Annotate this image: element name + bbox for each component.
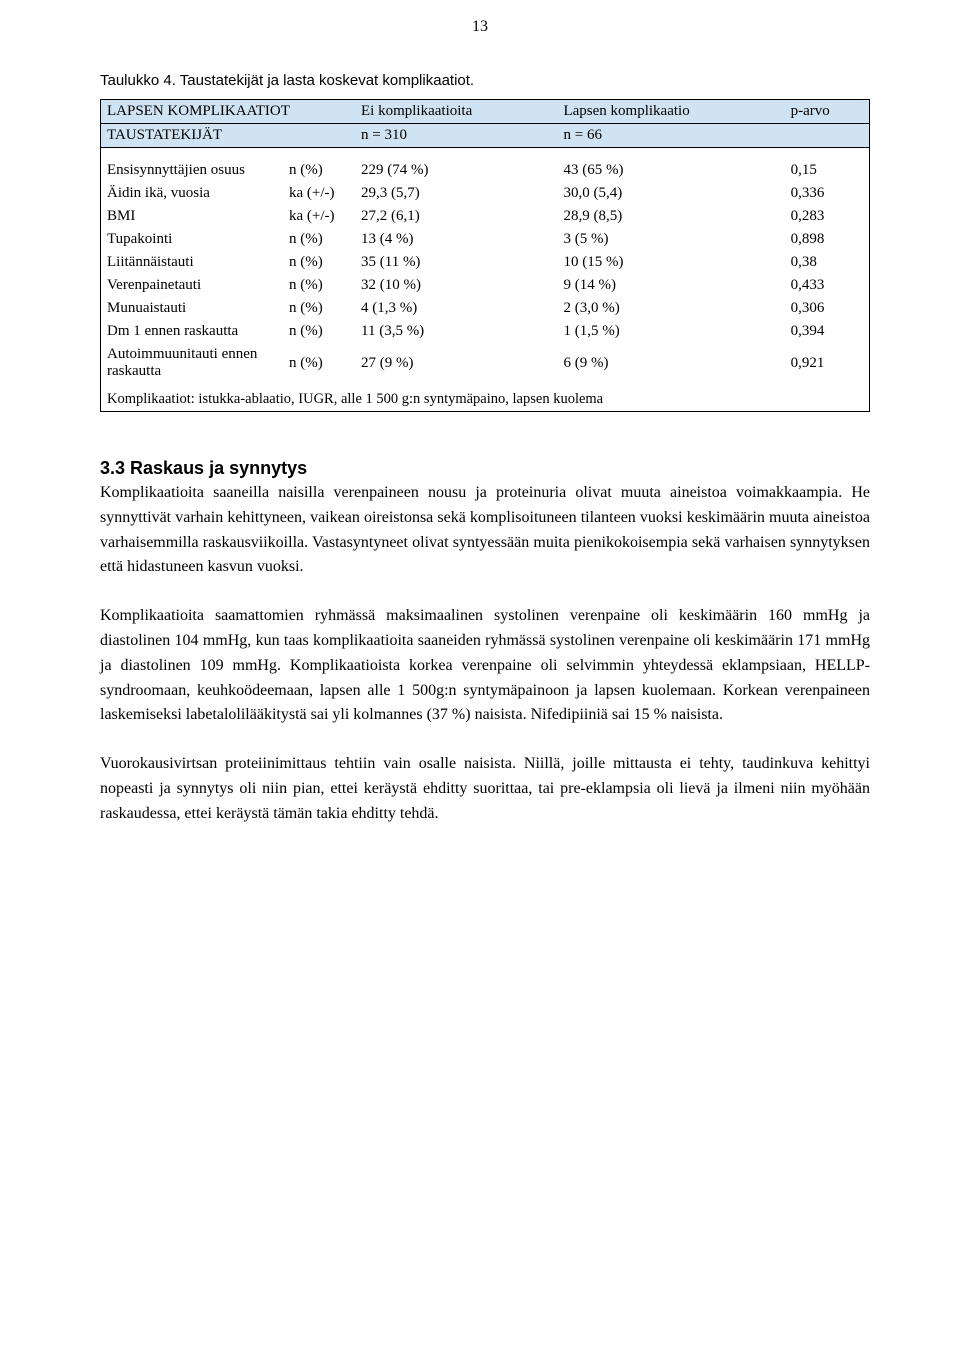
row-pvalue: 0,15 [785, 148, 870, 183]
table-header-row-1: LAPSEN KOMPLIKAATIOT Ei komplikaatioita … [101, 100, 870, 124]
row-label: Tupakointi [101, 228, 284, 251]
row-value-2: 1 (1,5 %) [557, 320, 784, 343]
row-label: Autoimmuunitauti ennen raskautta [101, 343, 284, 388]
row-unit: n (%) [283, 274, 355, 297]
row-value-2: 3 (5 %) [557, 228, 784, 251]
header-col-2: Lapsen komplikaatio [557, 100, 784, 124]
row-unit: n (%) [283, 228, 355, 251]
paragraph-1-text: Komplikaatioita saaneilla naisilla veren… [100, 484, 870, 575]
header-bottom-left: TAUSTATEKIJÄT [101, 124, 356, 148]
row-unit: n (%) [283, 251, 355, 274]
row-pvalue: 0,283 [785, 205, 870, 228]
table-footnote-row: Komplikaatiot: istukka-ablaatio, IUGR, a… [101, 388, 870, 412]
table-row: Autoimmuunitauti ennen raskauttan (%)27 … [101, 343, 870, 388]
table-footnote: Komplikaatiot: istukka-ablaatio, IUGR, a… [101, 388, 870, 412]
row-value-1: 29,3 (5,7) [355, 182, 557, 205]
row-pvalue: 0,921 [785, 343, 870, 388]
paragraph-3: Vuorokausivirtsan proteiinimittaus tehti… [100, 752, 870, 826]
row-value-2: 9 (14 %) [557, 274, 784, 297]
row-pvalue: 0,898 [785, 228, 870, 251]
table-row: Munuaistautin (%)4 (1,3 %)2 (3,0 %)0,306 [101, 297, 870, 320]
row-value-1: 229 (74 %) [355, 148, 557, 183]
row-label: Liitännäistauti [101, 251, 284, 274]
row-unit: ka (+/-) [283, 182, 355, 205]
row-pvalue: 0,336 [785, 182, 870, 205]
row-unit: n (%) [283, 148, 355, 183]
table-body: Ensisynnyttäjien osuusn (%)229 (74 %)43 … [101, 148, 870, 389]
row-value-2: 30,0 (5,4) [557, 182, 784, 205]
table-row: Liitännäistautin (%)35 (11 %)10 (15 %)0,… [101, 251, 870, 274]
row-label: Äidin ikä, vuosia [101, 182, 284, 205]
section-heading: 3.3 Raskaus ja synnytys [100, 458, 870, 479]
row-value-1: 11 (3,5 %) [355, 320, 557, 343]
header-blank [785, 124, 870, 148]
row-label: BMI [101, 205, 284, 228]
row-unit: n (%) [283, 320, 355, 343]
row-value-2: 6 (9 %) [557, 343, 784, 388]
row-value-1: 35 (11 %) [355, 251, 557, 274]
page-number: 13 [472, 18, 488, 36]
table-row: Dm 1 ennen raskauttan (%)11 (3,5 %)1 (1,… [101, 320, 870, 343]
header-col-1: Ei komplikaatioita [355, 100, 557, 124]
header-col-3: p-arvo [785, 100, 870, 124]
table-row: BMIka (+/-)27,2 (6,1)28,9 (8,5)0,283 [101, 205, 870, 228]
row-value-2: 10 (15 %) [557, 251, 784, 274]
row-value-2: 43 (65 %) [557, 148, 784, 183]
row-value-1: 27 (9 %) [355, 343, 557, 388]
table-row: Ensisynnyttäjien osuusn (%)229 (74 %)43 … [101, 148, 870, 183]
data-table: LAPSEN KOMPLIKAATIOT Ei komplikaatioita … [100, 99, 870, 412]
header-top-left: LAPSEN KOMPLIKAATIOT [101, 100, 356, 124]
row-value-1: 27,2 (6,1) [355, 205, 557, 228]
row-value-2: 28,9 (8,5) [557, 205, 784, 228]
row-pvalue: 0,394 [785, 320, 870, 343]
paragraph-1: Komplikaatioita saaneilla naisilla veren… [100, 481, 870, 580]
row-value-1: 4 (1,3 %) [355, 297, 557, 320]
table-head: LAPSEN KOMPLIKAATIOT Ei komplikaatioita … [101, 100, 870, 148]
row-unit: n (%) [283, 343, 355, 388]
header-n2: n = 66 [557, 124, 784, 148]
paragraph-2: Komplikaatioita saamattomien ryhmässä ma… [100, 604, 870, 728]
table-row: Tupakointin (%)13 (4 %)3 (5 %)0,898 [101, 228, 870, 251]
row-pvalue: 0,306 [785, 297, 870, 320]
row-unit: n (%) [283, 297, 355, 320]
table-row: Verenpainetautin (%)32 (10 %)9 (14 %)0,4… [101, 274, 870, 297]
row-label: Ensisynnyttäjien osuus [101, 148, 284, 183]
row-pvalue: 0,38 [785, 251, 870, 274]
table-row: Äidin ikä, vuosiaka (+/-)29,3 (5,7)30,0 … [101, 182, 870, 205]
table-header-row-2: TAUSTATEKIJÄT n = 310 n = 66 [101, 124, 870, 148]
row-unit: ka (+/-) [283, 205, 355, 228]
row-label: Munuaistauti [101, 297, 284, 320]
table-footnote-wrap: Komplikaatiot: istukka-ablaatio, IUGR, a… [101, 388, 870, 412]
row-label: Dm 1 ennen raskautta [101, 320, 284, 343]
row-value-1: 13 (4 %) [355, 228, 557, 251]
row-pvalue: 0,433 [785, 274, 870, 297]
table-caption: Taulukko 4. Taustatekijät ja lasta koske… [100, 72, 870, 89]
header-n1: n = 310 [355, 124, 557, 148]
page-container: 13 Taulukko 4. Taustatekijät ja lasta ko… [0, 0, 960, 1345]
row-value-2: 2 (3,0 %) [557, 297, 784, 320]
row-value-1: 32 (10 %) [355, 274, 557, 297]
row-label: Verenpainetauti [101, 274, 284, 297]
